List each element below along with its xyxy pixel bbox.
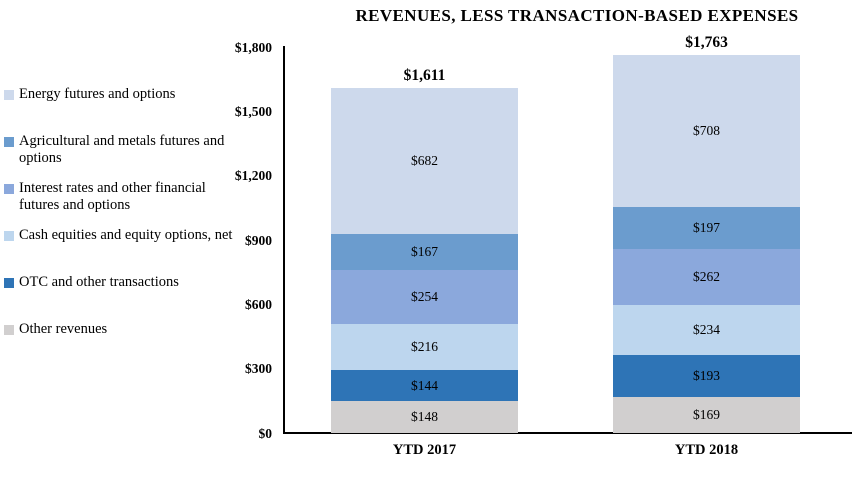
legend-swatch-icon: [4, 90, 14, 100]
legend-swatch-icon: [4, 325, 14, 335]
segment-value-label: $216: [411, 339, 438, 355]
bar-segment: $234: [613, 305, 800, 356]
legend-item: Interest rates and other financial futur…: [4, 180, 240, 214]
y-tick-label: $600: [245, 296, 272, 312]
legend-label: Interest rates and other financial futur…: [19, 180, 206, 213]
y-tick-label: $1,200: [234, 168, 272, 184]
legend-swatch-icon: [4, 231, 14, 241]
y-tick-label: $900: [245, 232, 272, 248]
segment-value-label: $169: [693, 406, 720, 422]
y-tick-label: $300: [245, 361, 272, 377]
y-tick-label: $0: [258, 425, 273, 441]
y-axis-line: [283, 46, 285, 433]
legend-item: Energy futures and options: [4, 86, 240, 103]
segment-value-label: $262: [693, 269, 720, 285]
bar-segment: $197: [613, 206, 800, 249]
legend-label: OTC and other transactions: [19, 274, 179, 290]
segment-value-label: $144: [411, 377, 438, 393]
x-axis-line: [283, 432, 852, 434]
y-tick-label: $1,500: [234, 103, 272, 119]
segment-value-label: $708: [693, 122, 720, 138]
segment-value-label: $254: [411, 288, 438, 304]
bar-segment: $169: [613, 396, 800, 433]
segment-value-label: $167: [411, 243, 438, 259]
bar-segment: $254: [331, 269, 518, 325]
chart-title: REVENUES, LESS TRANSACTION-BASED EXPENSE…: [355, 6, 799, 25]
segment-value-label: $193: [693, 368, 720, 384]
bar-segment: $708: [613, 54, 800, 207]
segment-value-label: $234: [693, 322, 720, 338]
legend-label: Cash equities and equity options, net: [19, 227, 233, 243]
bar-total-label: $1,611: [403, 66, 446, 84]
bar-segment: $144: [331, 370, 518, 402]
bar-segment: $682: [331, 87, 518, 234]
legend-item: Agricultural and metals futures and opti…: [4, 133, 240, 167]
legend-swatch-icon: [4, 137, 14, 147]
bar-segment: $262: [613, 249, 800, 306]
bar-segment: $167: [331, 233, 518, 270]
x-axis-category-label: YTD 2017: [392, 442, 457, 458]
bar-segment: $193: [613, 355, 800, 397]
segment-value-label: $148: [411, 409, 438, 425]
bar-segment: $148: [331, 401, 518, 433]
legend-label: Other revenues: [19, 321, 108, 337]
legend-item: Other revenues: [4, 321, 240, 338]
bar-total-label: $1,763: [685, 33, 728, 51]
legend-item: Cash equities and equity options, net: [4, 227, 240, 244]
x-axis-category-label: YTD 2018: [674, 442, 739, 458]
legend-swatch-icon: [4, 278, 14, 288]
legend-item: OTC and other transactions: [4, 274, 240, 291]
legend-label: Energy futures and options: [19, 86, 176, 102]
segment-value-label: $197: [693, 219, 720, 235]
segment-value-label: $682: [411, 152, 438, 168]
legend-label: Agricultural and metals futures and opti…: [19, 133, 225, 166]
bar-segment: $216: [331, 324, 518, 371]
legend-swatch-icon: [4, 184, 14, 194]
y-tick-label: $1,800: [234, 39, 272, 55]
